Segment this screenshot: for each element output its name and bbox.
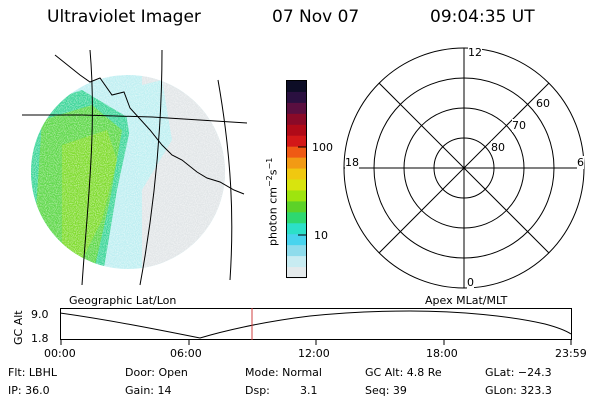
info-ip: IP: 36.0 xyxy=(8,384,50,397)
colorbar-band xyxy=(287,223,306,235)
info-dsp-value: 3.1 xyxy=(300,384,318,397)
time-label: 09:04:35 UT xyxy=(430,7,535,27)
info-mode: Mode: Normal xyxy=(245,366,322,379)
uv-image-map xyxy=(22,50,247,286)
colorbar-band xyxy=(287,157,306,170)
mlt-label-6: 6 xyxy=(577,156,584,169)
instrument-title: Ultraviolet Imager xyxy=(47,7,201,27)
altitude-ytick-bottom: 1.8 xyxy=(31,332,49,345)
time-tick-1200: 12:00 xyxy=(298,347,330,360)
mlt-label-18: 18 xyxy=(345,156,359,169)
colorbar-band xyxy=(287,113,306,126)
colorbar-band xyxy=(287,81,306,93)
polar-plot xyxy=(343,47,585,289)
altitude-plot xyxy=(60,308,572,345)
info-gain: Gain: 14 xyxy=(125,384,172,397)
colorbar-band xyxy=(287,256,306,268)
colorbar-band xyxy=(287,102,306,115)
colorbar-band xyxy=(287,135,306,148)
colorbar-band xyxy=(287,267,306,279)
colorbar-band xyxy=(287,190,306,202)
colorbar-tick-10: 10 xyxy=(314,229,328,242)
colorbar xyxy=(286,80,307,279)
unit-sup2: −1 xyxy=(265,157,274,170)
lat-label-60: 60 xyxy=(536,97,550,110)
mlt-line-diag2 xyxy=(378,82,550,254)
unit-s: s xyxy=(266,169,280,176)
info-dsp-label: Dsp: xyxy=(245,384,270,397)
info-door: Door: Open xyxy=(125,366,188,379)
unit-sup1: −2 xyxy=(265,175,274,188)
altitude-left-title: Geographic Lat/Lon xyxy=(69,294,177,307)
time-tick-2359: 23:59 xyxy=(555,347,587,360)
colorbar-band xyxy=(287,91,306,104)
info-seq: Seq: 39 xyxy=(365,384,407,397)
time-tick-0600: 06:00 xyxy=(170,347,202,360)
altitude-ytick-top: 9.0 xyxy=(31,308,49,321)
info-flt: Flt: LBHL xyxy=(8,366,57,379)
mlt-label-12: 12 xyxy=(468,46,482,59)
coastline xyxy=(54,54,245,195)
time-tick-0000: 00:00 xyxy=(44,347,76,360)
unit-photon: photon cm xyxy=(266,187,280,246)
altitude-curve xyxy=(60,310,572,339)
date-label: 07 Nov 07 xyxy=(272,7,360,27)
info-gcalt: GC Alt: 4.8 Re xyxy=(365,366,442,379)
time-tick-1800: 18:00 xyxy=(426,347,458,360)
lat-label-80: 80 xyxy=(491,141,505,154)
altitude-frame xyxy=(60,308,572,340)
colorbar-band xyxy=(287,201,306,213)
info-glon: GLon: 323.3 xyxy=(485,384,552,397)
colorbar-band xyxy=(287,124,306,137)
colorbar-band xyxy=(287,212,306,224)
mlt-label-0: 0 xyxy=(467,276,474,289)
map-grid xyxy=(22,50,247,286)
colorbar-unit-label: photon cm−2s−1 xyxy=(265,158,280,246)
altitude-right-title: Apex MLat/MLT xyxy=(425,294,508,307)
lat-label-70: 70 xyxy=(512,119,526,132)
altitude-ylabel: GC Alt xyxy=(12,310,25,345)
aurora-disk xyxy=(31,75,225,269)
colorbar-tick-100: 100 xyxy=(312,141,333,154)
colorbar-band xyxy=(287,234,306,246)
colorbar-band xyxy=(287,168,306,180)
info-glat: GLat: −24.3 xyxy=(485,366,552,379)
colorbar-band xyxy=(287,146,306,159)
colorbar-band xyxy=(287,245,306,257)
colorbar-band xyxy=(287,179,306,191)
